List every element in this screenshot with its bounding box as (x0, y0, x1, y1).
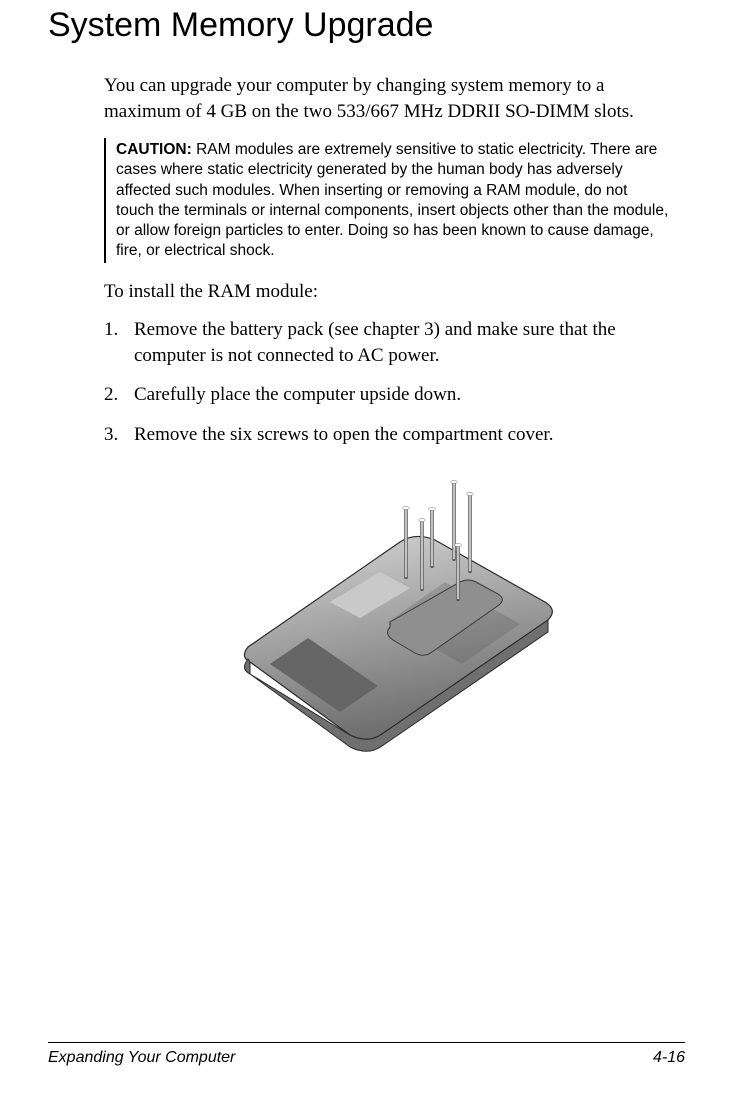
caution-text: RAM modules are extremely sensitive to s… (116, 141, 668, 259)
list-item: 3. Remove the six screws to open the com… (104, 422, 675, 448)
figure-laptop-underside (104, 472, 675, 777)
intro-paragraph: You can upgrade your computer by changin… (104, 73, 675, 124)
laptop-underside-illustration (210, 472, 570, 772)
step-text: Remove the six screws to open the compar… (134, 422, 675, 448)
steps-list: 1. Remove the battery pack (see chapter … (104, 317, 675, 448)
footer-page-number: 4-16 (653, 1049, 685, 1067)
step-text: Carefully place the computer upside down… (134, 382, 675, 408)
list-item: 2. Carefully place the computer upside d… (104, 382, 675, 408)
page-title: System Memory Upgrade (48, 6, 685, 45)
lead-sentence: To install the RAM module: (104, 281, 675, 303)
footer-section: Expanding Your Computer (48, 1049, 235, 1067)
step-number: 1. (104, 317, 134, 368)
caution-label: CAUTION: (116, 141, 192, 158)
page-footer: Expanding Your Computer 4-16 (48, 1042, 685, 1067)
step-number: 3. (104, 422, 134, 448)
step-number: 2. (104, 382, 134, 408)
step-text: Remove the battery pack (see chapter 3) … (134, 317, 675, 368)
list-item: 1. Remove the battery pack (see chapter … (104, 317, 675, 368)
caution-box: CAUTION: RAM modules are extremely sensi… (104, 138, 675, 263)
